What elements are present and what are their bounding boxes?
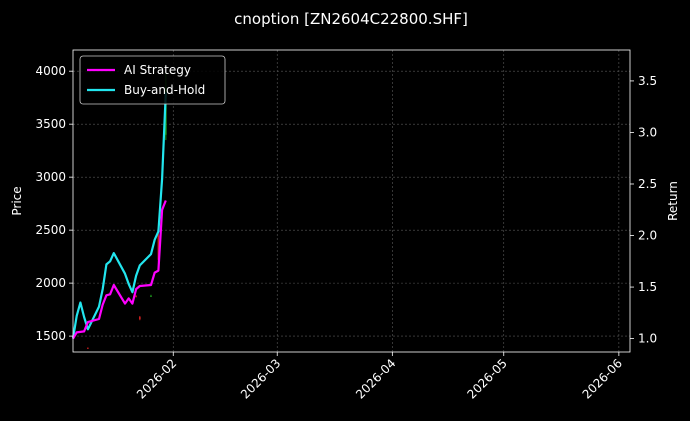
- y-right-tick-label: 3.0: [638, 125, 657, 139]
- y-right-tick-label: 1.5: [638, 280, 657, 294]
- candle-body: [87, 347, 89, 349]
- y-axis-left: 1500 2000 2500 3000 3500 4000: [35, 64, 73, 343]
- y-left-tick-label: 3500: [35, 117, 66, 131]
- y-left-tick-label: 4000: [35, 64, 66, 78]
- y-left-tick-label: 3000: [35, 170, 66, 184]
- y-axis-right: 1.0 1.5 2.0 2.5 3.0 3.5: [630, 74, 657, 346]
- chart-title: cnoption [ZN2604C22800.SHF]: [234, 10, 468, 28]
- y-right-tick-label: 3.5: [638, 74, 657, 88]
- series-line-buy-and-hold: [71, 92, 167, 339]
- y-axis-left-label: Price: [10, 186, 24, 215]
- y-left-tick-label: 2000: [35, 276, 66, 290]
- candle-body: [135, 295, 137, 297]
- candle-body: [139, 317, 141, 320]
- y-right-tick-label: 2.5: [638, 177, 657, 191]
- candle-body: [150, 295, 152, 297]
- y-left-tick-label: 1500: [35, 329, 66, 343]
- series-line-ai-strategy: [72, 200, 167, 340]
- candle-body: [157, 235, 160, 260]
- legend: AI Strategy Buy-and-Hold: [79, 55, 226, 105]
- y-left-tick-label: 2500: [35, 223, 66, 237]
- y-right-tick-label: 2.0: [638, 229, 657, 243]
- legend-box: [79, 55, 226, 105]
- series-lines: [71, 92, 167, 340]
- legend-entry: Buy-and-Hold: [124, 83, 205, 97]
- plot-frame: [72, 49, 631, 353]
- y-right-tick-label: 1.0: [638, 332, 657, 346]
- legend-entry: AI Strategy: [124, 63, 191, 77]
- y-axis-right-label: Return: [666, 181, 680, 221]
